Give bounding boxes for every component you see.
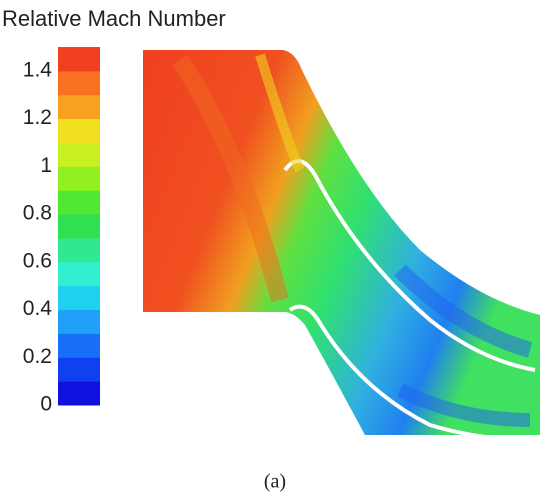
wake <box>396 383 531 427</box>
colorbar-band <box>58 381 100 406</box>
colorbar-tick-label: 0.6 <box>23 249 52 272</box>
colorbar-band <box>58 285 100 311</box>
colorbar-tick-label: 1.4 <box>23 58 53 81</box>
colorbar-tick-label: 0.4 <box>23 297 53 320</box>
colorbar-tick-label: 0.2 <box>23 345 52 368</box>
colorbar-tick-label: 1.2 <box>23 106 52 129</box>
colorbar-band <box>58 357 100 382</box>
colorbar-band <box>58 166 100 191</box>
shock <box>172 55 289 303</box>
colorbar-band <box>58 333 100 358</box>
colorbar-band <box>58 70 100 96</box>
colorbar-band <box>58 47 100 72</box>
colorbar-band <box>58 309 100 334</box>
blade <box>288 304 531 442</box>
colorbar-tick-label: 0.8 <box>23 202 52 225</box>
colorbar-band <box>58 214 100 239</box>
colorbar-tick-label: 0 <box>40 393 52 416</box>
shock <box>255 53 305 173</box>
colorbar-band <box>58 94 100 120</box>
flow-field <box>143 50 540 442</box>
colorbar-band <box>58 237 100 263</box>
colorbar-band <box>58 261 100 287</box>
wake <box>394 264 533 358</box>
colorbar-band <box>58 118 100 143</box>
chart-title: Relative Mach Number <box>2 6 226 31</box>
colorbar-band <box>58 142 100 167</box>
blade <box>283 159 536 372</box>
colorbar-tick-label: 1 <box>40 154 52 177</box>
colorbar-band <box>58 190 100 215</box>
caption: (a) <box>264 471 286 493</box>
contour-field <box>143 50 540 435</box>
